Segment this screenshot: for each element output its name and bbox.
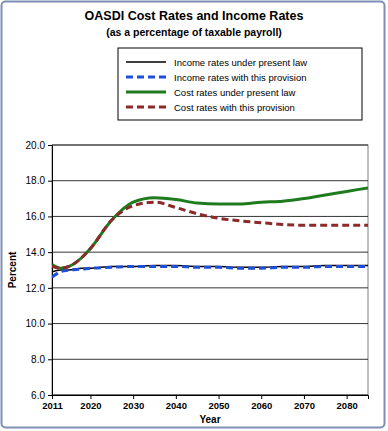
x-axis: 2011 2020 2030 2040 2050 2060 2070 2080 (42, 395, 368, 411)
y-tick: 18.0 (26, 175, 52, 186)
y-tick-label: 14.0 (26, 247, 46, 258)
x-tick: 2040 (166, 395, 187, 411)
grid-line (52, 323, 368, 324)
series-line (52, 188, 368, 268)
y-tick-label: 8.0 (31, 354, 45, 365)
y-tick: 12.0 (26, 283, 52, 294)
legend-label: Income rates under present law (174, 57, 307, 68)
y-tick-mark (48, 324, 52, 325)
y-tick-label: 18.0 (26, 175, 46, 186)
grid-line (52, 180, 368, 181)
x-tick: 2020 (80, 395, 101, 411)
y-tick-label: 10.0 (26, 318, 46, 329)
title: OASDI Cost Rates and Income Rates (85, 9, 304, 23)
y-tick-mark (48, 395, 52, 396)
y-tick: 20.0 (26, 140, 52, 151)
y-tick: 14.0 (26, 247, 52, 258)
y-tick: 8.0 (31, 354, 52, 365)
x-tick-mark (90, 395, 91, 399)
grid (52, 145, 368, 395)
x-tick: 2080 (337, 395, 358, 411)
x-tick-label: 2050 (208, 400, 229, 411)
x-tick-label: 2080 (337, 400, 358, 411)
legend-label: Cost rates under present law (174, 87, 296, 98)
x-tick-label: 2030 (123, 400, 144, 411)
y-tick-label: 12.0 (26, 283, 46, 294)
series-line (52, 202, 368, 268)
legend-box (118, 48, 362, 120)
grid-line (52, 252, 368, 253)
series-line (52, 266, 368, 277)
x-tick: 2050 (208, 395, 229, 411)
x-tick-mark (176, 395, 177, 399)
y-tick-mark (48, 288, 52, 289)
y-tick-mark (48, 181, 52, 182)
y-axis: 6.08.010.012.014.016.018.020.0 (26, 140, 53, 401)
grid-line (52, 359, 368, 360)
x-tick: 2011 (42, 395, 63, 411)
legend-swatch (126, 106, 166, 109)
y-tick-mark (48, 252, 52, 253)
legend-label: Cost rates with this provision (174, 102, 295, 113)
grid-line (52, 145, 368, 146)
x-tick: 2030 (123, 395, 144, 411)
y-tick: 10.0 (26, 318, 52, 329)
x-tick-mark (261, 395, 262, 399)
y-tick-label: 16.0 (26, 211, 46, 222)
x-tick-mark (219, 395, 220, 399)
x-tick-label: 2020 (80, 400, 101, 411)
legend-swatch (126, 61, 166, 63)
plot-area (52, 145, 368, 395)
x-tick-label: 2040 (166, 400, 187, 411)
x-tick-mark (347, 395, 348, 399)
y-tick-mark (48, 145, 52, 146)
legend: Income rates under present law Income rat… (118, 48, 362, 120)
y-tick-mark (48, 359, 52, 360)
x-tick-mark (304, 395, 305, 399)
x-tick: 2070 (294, 395, 315, 411)
x-tick-label: 2011 (42, 400, 63, 411)
plot: 6.08.010.012.014.016.018.020.02011202020… (26, 140, 369, 411)
legend-swatch (126, 76, 166, 79)
x-tick-label: 2060 (251, 400, 272, 411)
x-axis-title: Year (199, 414, 220, 425)
y-tick-mark (48, 216, 52, 217)
y-axis-title: Percent (7, 251, 18, 288)
x-tick-mark (133, 395, 134, 399)
grid-line (52, 287, 368, 288)
x-tick-mark (52, 395, 53, 399)
legend-label: Income rates with this provision (174, 72, 307, 83)
y-tick-label: 20.0 (26, 140, 46, 151)
chart: OASDI Cost Rates and Income Rates (as a p… (0, 0, 388, 431)
y-tick: 16.0 (26, 211, 52, 222)
grid-line (52, 216, 368, 217)
lines (52, 188, 368, 277)
subtitle: (as a percentage of taxable payroll) (106, 26, 282, 38)
y-axis-line (48, 146, 53, 396)
x-axis-line (53, 396, 369, 400)
frame (2, 2, 385, 428)
legend-swatch (126, 91, 166, 94)
x-tick-label: 2070 (294, 400, 315, 411)
x-tick: 2060 (251, 395, 272, 411)
